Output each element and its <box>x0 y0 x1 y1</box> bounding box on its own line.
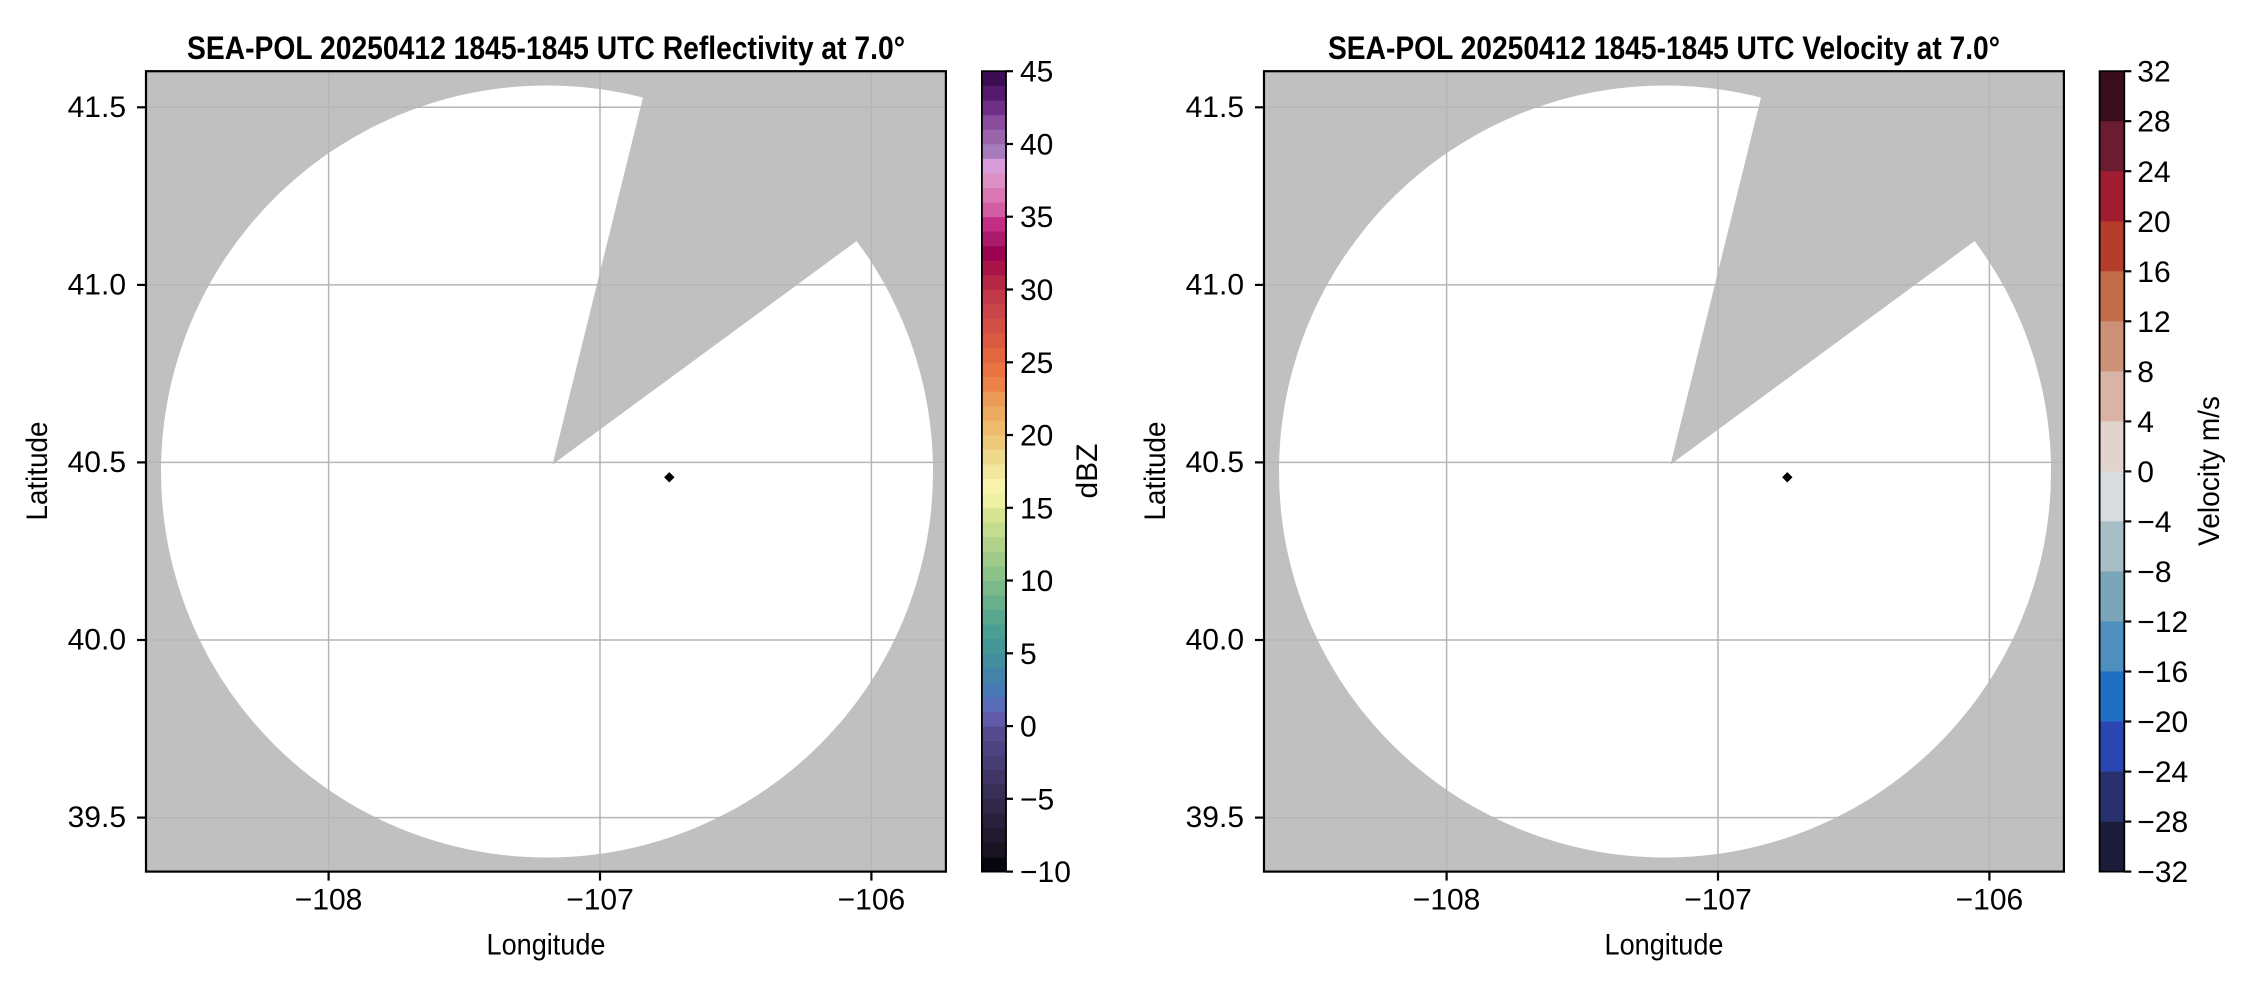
svg-text:Latitude: Latitude <box>21 422 54 521</box>
svg-text:−106: −106 <box>1956 884 2024 917</box>
svg-text:40.0: 40.0 <box>68 624 126 657</box>
svg-text:15: 15 <box>1020 492 1053 525</box>
svg-text:41.5: 41.5 <box>68 91 126 124</box>
svg-text:39.5: 39.5 <box>1186 801 1244 834</box>
svg-text:40.0: 40.0 <box>1186 624 1244 657</box>
svg-text:12: 12 <box>2137 306 2170 339</box>
svg-text:32: 32 <box>2137 56 2170 89</box>
svg-text:−16: −16 <box>2137 656 2188 689</box>
svg-text:25: 25 <box>1020 347 1053 380</box>
svg-text:Longitude: Longitude <box>1605 929 1724 962</box>
svg-text:−12: −12 <box>2137 606 2188 639</box>
svg-text:Longitude: Longitude <box>487 929 606 962</box>
svg-text:−107: −107 <box>566 884 634 917</box>
svg-text:28: 28 <box>2137 106 2170 139</box>
svg-text:−107: −107 <box>1684 884 1752 917</box>
svg-text:24: 24 <box>2137 156 2170 189</box>
svg-text:Latitude: Latitude <box>1139 422 1172 521</box>
svg-text:−28: −28 <box>2137 806 2188 839</box>
svg-text:40: 40 <box>1020 129 1053 162</box>
svg-text:dBZ: dBZ <box>1071 443 1104 498</box>
svg-text:35: 35 <box>1020 201 1053 234</box>
svg-text:41.5: 41.5 <box>1186 91 1244 124</box>
svg-text:0: 0 <box>1020 711 1037 744</box>
svg-text:SEA-POL 20250412 1845-1845 UTC: SEA-POL 20250412 1845-1845 UTC Velocity … <box>1328 30 2000 66</box>
svg-text:−5: −5 <box>1020 783 1054 816</box>
svg-text:−10: −10 <box>1020 856 1071 889</box>
svg-text:−8: −8 <box>2137 556 2171 589</box>
svg-text:−108: −108 <box>1413 884 1481 917</box>
svg-text:10: 10 <box>1020 565 1053 598</box>
svg-text:Velocity m/s: Velocity m/s <box>2193 396 2226 546</box>
svg-text:40.5: 40.5 <box>68 446 126 479</box>
svg-text:SEA-POL 20250412 1845-1845 UTC: SEA-POL 20250412 1845-1845 UTC Reflectiv… <box>187 30 905 66</box>
svg-text:16: 16 <box>2137 256 2170 289</box>
svg-text:4: 4 <box>2137 406 2154 439</box>
svg-text:41.0: 41.0 <box>1186 268 1244 301</box>
svg-text:40.5: 40.5 <box>1186 446 1244 479</box>
svg-text:5: 5 <box>1020 638 1037 671</box>
svg-text:45: 45 <box>1020 56 1053 89</box>
svg-text:−106: −106 <box>838 884 906 917</box>
svg-text:8: 8 <box>2137 356 2154 389</box>
svg-text:−108: −108 <box>295 884 363 917</box>
svg-text:20: 20 <box>2137 206 2170 239</box>
svg-text:20: 20 <box>1020 420 1053 453</box>
svg-text:41.0: 41.0 <box>68 268 126 301</box>
svg-text:−20: −20 <box>2137 706 2188 739</box>
svg-text:39.5: 39.5 <box>68 801 126 834</box>
svg-text:0: 0 <box>2137 456 2154 489</box>
svg-text:−24: −24 <box>2137 756 2188 789</box>
svg-text:−32: −32 <box>2137 856 2188 889</box>
svg-text:−4: −4 <box>2137 506 2171 539</box>
svg-text:30: 30 <box>1020 274 1053 307</box>
